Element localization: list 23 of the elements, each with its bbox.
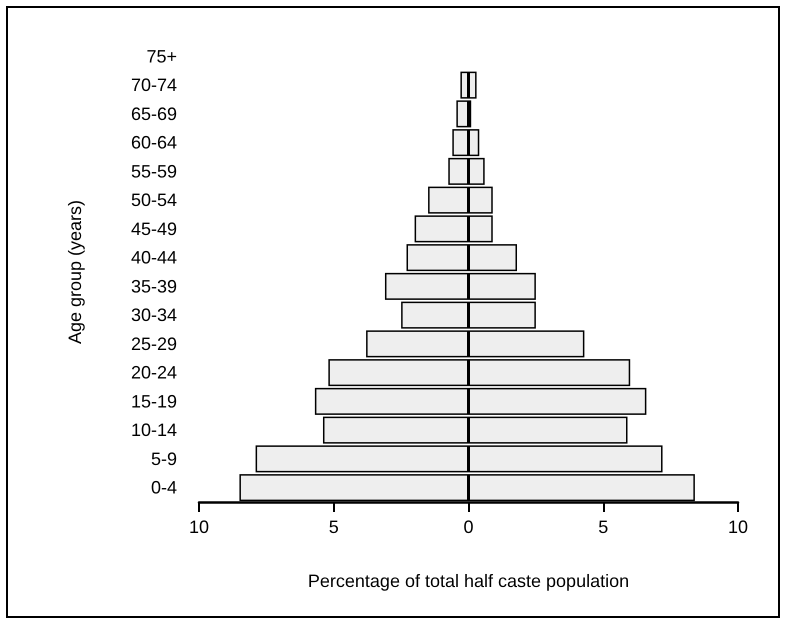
y-axis-title: Age group (years) — [65, 200, 85, 344]
y-tick-label: 10-14 — [130, 420, 177, 440]
y-tick-label: 65-69 — [130, 104, 177, 124]
y-tick-label: 20-24 — [130, 362, 177, 383]
x-tick-label: 5 — [328, 517, 339, 537]
x-tick-label: 5 — [598, 517, 608, 537]
x-tick-label: 0 — [463, 517, 474, 537]
y-tick-label: 30-34 — [130, 305, 177, 326]
y-tick-label: 75+ — [146, 46, 177, 66]
y-tick-label: 60-64 — [130, 132, 177, 153]
y-tick-label: 25-29 — [130, 334, 177, 354]
y-tick-label: 40-44 — [130, 248, 177, 268]
y-tick-label: 50-54 — [130, 190, 177, 210]
y-tick-label: 70-74 — [130, 75, 177, 96]
x-tick-label: 10 — [728, 517, 748, 537]
y-tick-label: 55-59 — [130, 161, 177, 182]
y-tick-label: 35-39 — [130, 276, 177, 296]
x-tick-label: 10 — [188, 517, 210, 537]
x-axis-title: Percentage of total half caste population — [308, 571, 630, 591]
y-tick-label: 5-9 — [150, 448, 177, 469]
y-tick-label: 15-19 — [130, 391, 177, 412]
y-tick-label: 45-49 — [130, 218, 177, 239]
y-tick-label: 0-4 — [150, 478, 177, 498]
